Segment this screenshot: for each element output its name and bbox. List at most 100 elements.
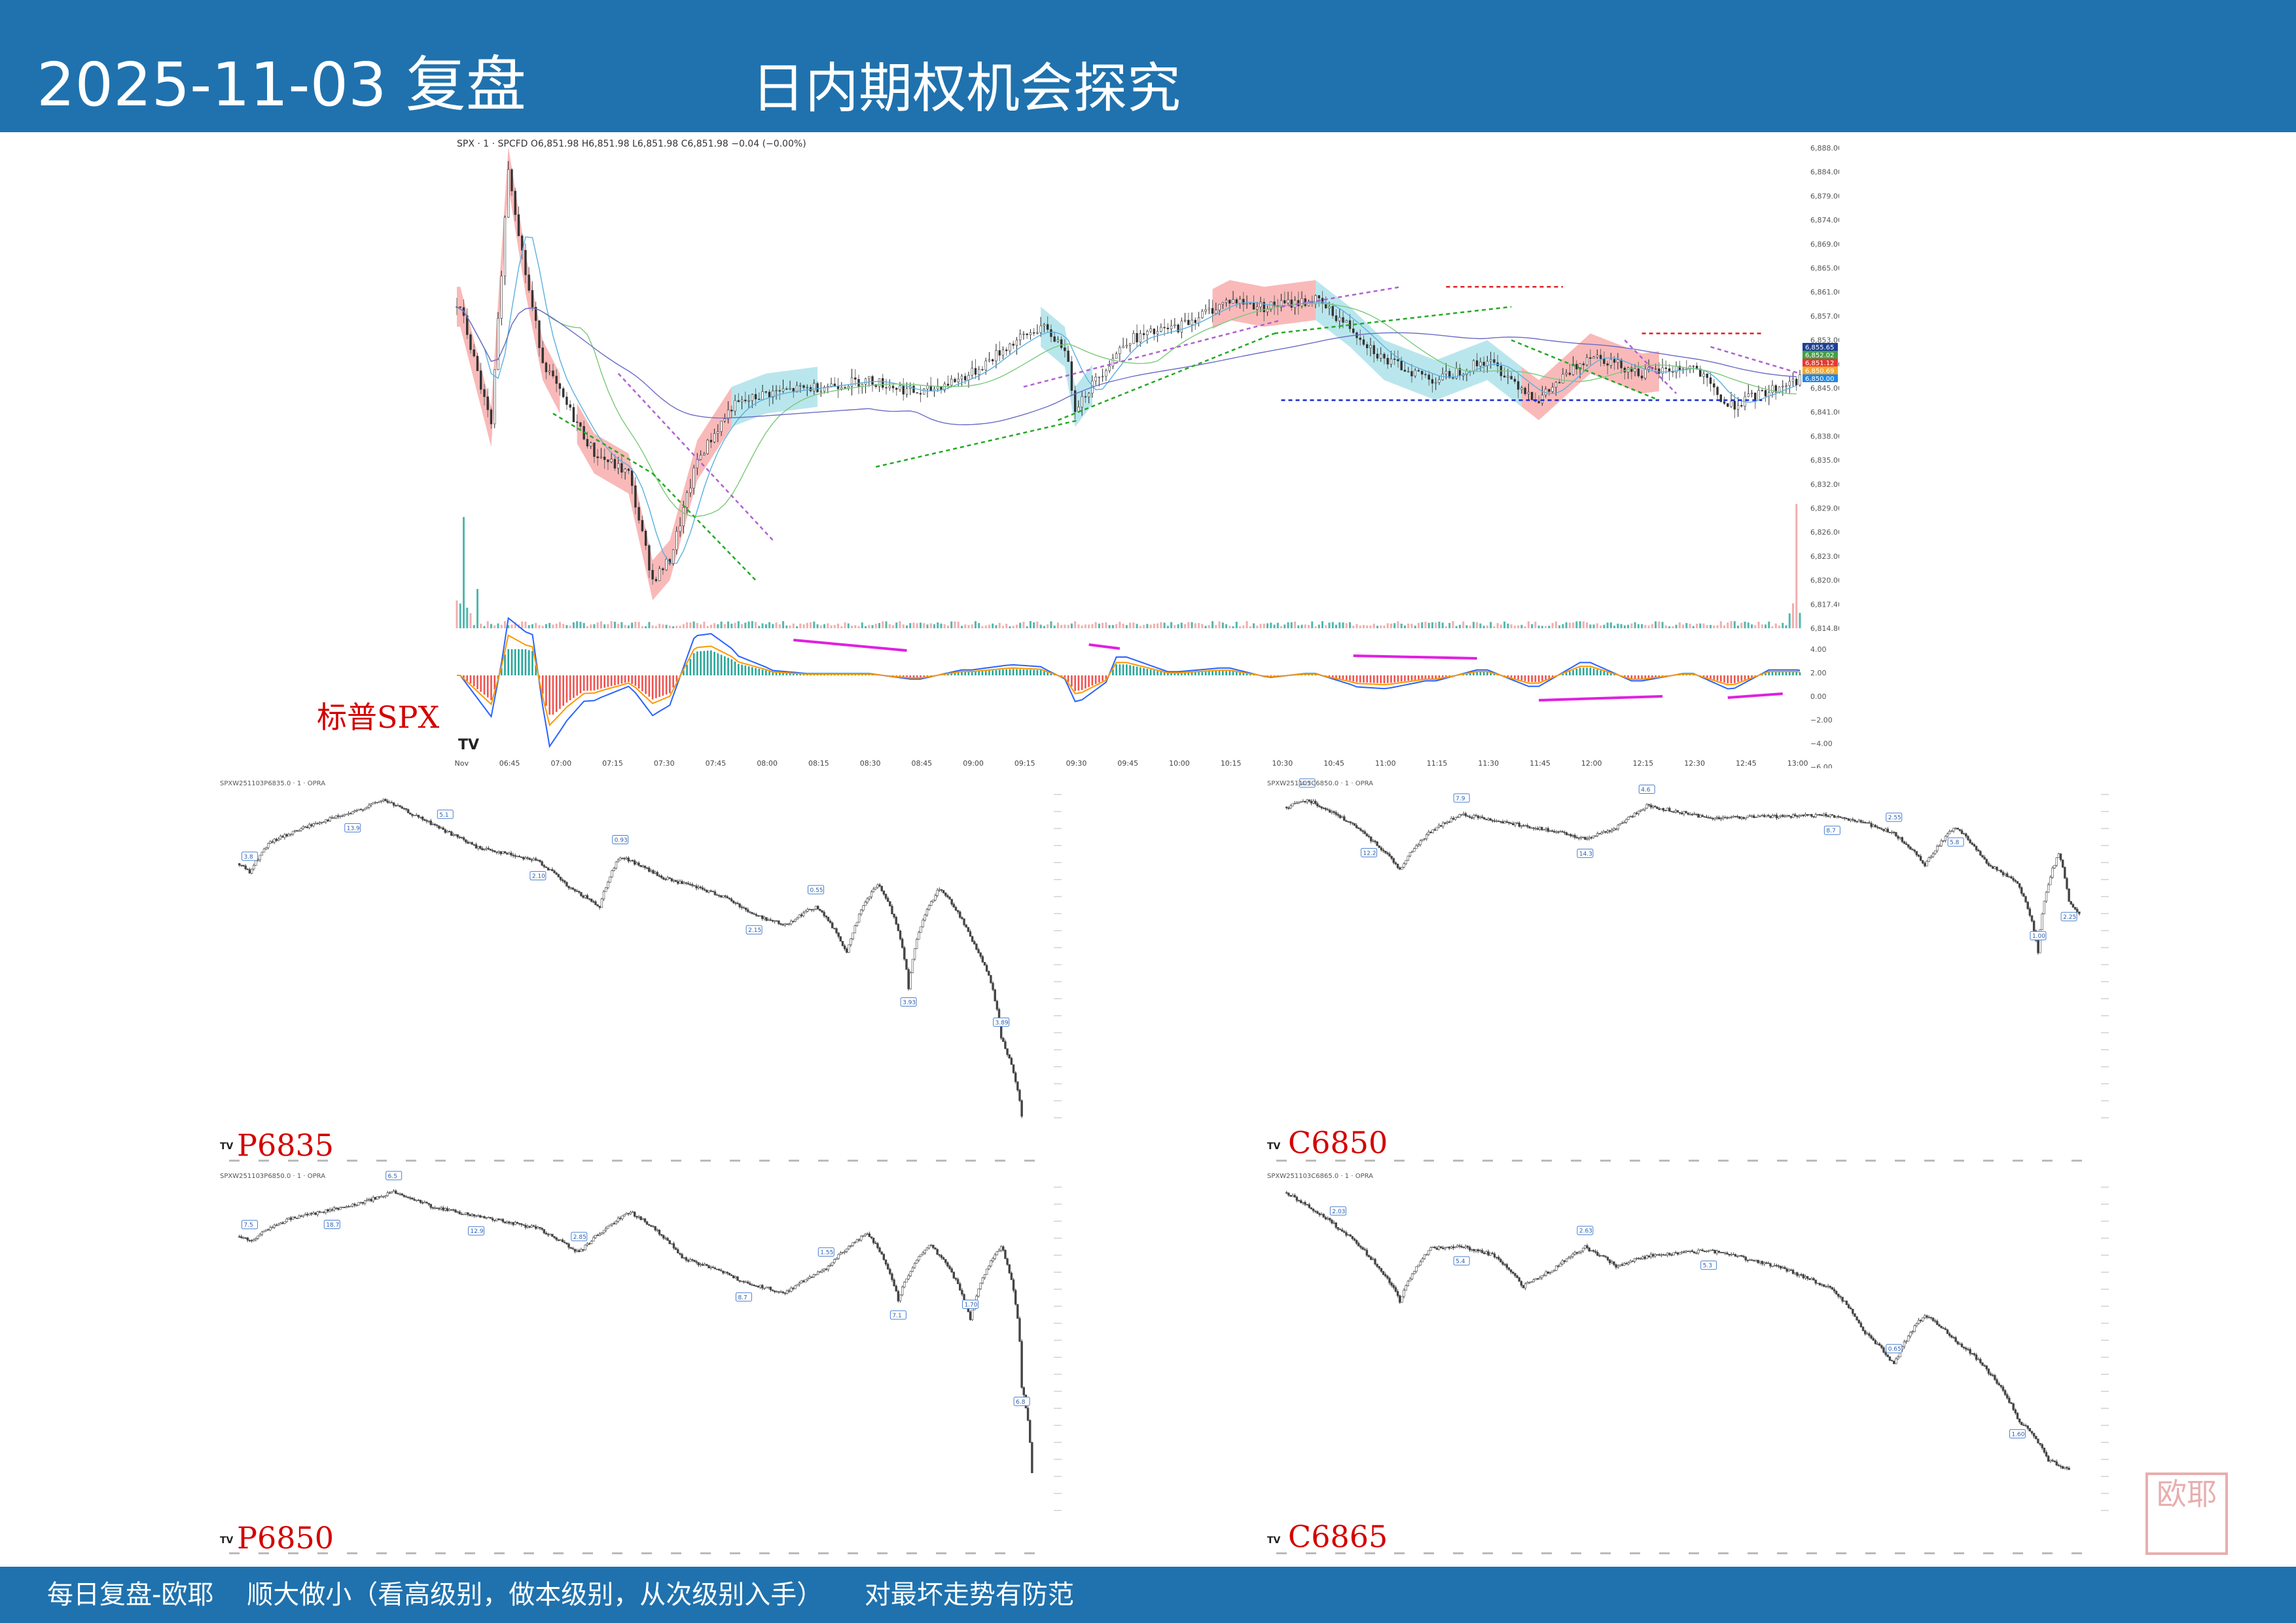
candle-body bbox=[942, 1257, 945, 1260]
candle-body bbox=[419, 1200, 422, 1203]
macd-histogram-bar bbox=[600, 675, 602, 689]
volume-bar bbox=[1215, 625, 1217, 628]
candle-body bbox=[648, 1224, 651, 1226]
candle-body bbox=[1489, 359, 1492, 362]
candle-body bbox=[895, 1285, 897, 1292]
volume-bar bbox=[1153, 624, 1155, 628]
candle-body bbox=[825, 1268, 827, 1270]
macd-histogram-bar bbox=[1414, 675, 1416, 680]
candle-body bbox=[1706, 373, 1709, 378]
macd-histogram-bar bbox=[909, 675, 912, 678]
volume-bar bbox=[610, 621, 613, 628]
time-axis-tick bbox=[406, 1552, 416, 1554]
candle-body bbox=[1681, 812, 1683, 815]
candle-body bbox=[1020, 1341, 1023, 1388]
candle-body bbox=[800, 1280, 803, 1284]
candle-body bbox=[1026, 1408, 1030, 1421]
candle-body bbox=[1950, 830, 1953, 832]
candle-body bbox=[1759, 1260, 1761, 1263]
time-axis-tick bbox=[347, 1160, 357, 1162]
candle-body bbox=[565, 882, 568, 887]
candle-body bbox=[296, 1217, 298, 1219]
time-axis-tick bbox=[259, 1160, 269, 1162]
candle-body bbox=[833, 927, 836, 929]
swing-label-box bbox=[571, 1232, 588, 1241]
candle-body bbox=[596, 1235, 599, 1236]
candle-body bbox=[1600, 1255, 1603, 1257]
volume-bar bbox=[1407, 623, 1410, 628]
candle-body bbox=[1849, 819, 1852, 821]
candle-body bbox=[1759, 815, 1761, 817]
volume-bar bbox=[1177, 624, 1179, 628]
candle-body bbox=[1050, 329, 1052, 337]
candle-body bbox=[816, 906, 819, 910]
candle-body bbox=[2045, 1452, 2048, 1457]
candle-body bbox=[755, 1285, 758, 1287]
macd-histogram-bar bbox=[1345, 675, 1348, 681]
candle-body bbox=[825, 916, 827, 918]
volume-bar bbox=[1441, 622, 1444, 628]
candle-body bbox=[1924, 1315, 1926, 1318]
time-axis-tick bbox=[818, 1160, 829, 1162]
candle-body bbox=[730, 410, 733, 412]
candle-body bbox=[1442, 1247, 1444, 1249]
macd-histogram-bar bbox=[1761, 674, 1763, 675]
candle-body bbox=[1318, 806, 1321, 808]
candle-body bbox=[1971, 842, 1973, 845]
candle-body bbox=[1831, 1287, 1834, 1290]
candle-body bbox=[1785, 815, 1788, 817]
candle-body bbox=[899, 385, 901, 390]
candle-body bbox=[1259, 302, 1262, 308]
candle-body bbox=[1695, 1253, 1698, 1254]
macd-histogram-bar bbox=[727, 658, 729, 675]
macd-histogram-bar bbox=[1149, 669, 1152, 675]
macd-histogram-bar bbox=[1644, 675, 1647, 679]
candle-body bbox=[541, 348, 544, 363]
candle-body bbox=[615, 861, 618, 869]
candle-body bbox=[580, 1249, 583, 1252]
candle-body bbox=[1755, 1260, 1757, 1262]
volume-bar bbox=[1799, 613, 1801, 628]
candle-body bbox=[596, 904, 599, 906]
candle-body bbox=[1146, 330, 1149, 335]
candle-body bbox=[675, 531, 678, 550]
candle-body bbox=[1380, 847, 1383, 851]
macd-histogram-bar bbox=[1404, 675, 1406, 681]
candle-body bbox=[549, 1234, 552, 1236]
candle-body bbox=[1541, 1275, 1543, 1278]
candle-body bbox=[349, 1205, 352, 1207]
time-axis-tick bbox=[2042, 1160, 2053, 1162]
macd-histogram-bar bbox=[744, 665, 747, 675]
candle-body bbox=[433, 1207, 437, 1209]
macd-histogram-bar bbox=[1012, 669, 1014, 675]
candle-body bbox=[1342, 317, 1344, 323]
candle-body bbox=[963, 918, 965, 925]
volume-bar bbox=[871, 625, 874, 628]
volume-bar bbox=[706, 626, 709, 628]
candle-body bbox=[1285, 1192, 1288, 1194]
candle-body bbox=[452, 1209, 455, 1211]
candle-body bbox=[994, 990, 996, 1002]
volume-bar bbox=[888, 624, 891, 628]
green-dash-trendline bbox=[875, 419, 1079, 468]
candle-body bbox=[2057, 853, 2060, 858]
candle-body bbox=[658, 568, 661, 581]
candle-body bbox=[1366, 344, 1369, 348]
candle-body bbox=[925, 1247, 929, 1251]
candle-body bbox=[844, 387, 846, 389]
candle-body bbox=[1340, 1229, 1344, 1232]
candle-body bbox=[388, 1192, 391, 1194]
price-tick-label: 6,865.00 bbox=[1810, 264, 1839, 273]
candle-body bbox=[592, 1237, 595, 1241]
volume-bar bbox=[1723, 625, 1726, 628]
candle-body bbox=[1530, 1281, 1533, 1283]
candle-body bbox=[1475, 1249, 1477, 1251]
candle-body bbox=[493, 850, 496, 852]
volume-bar bbox=[1105, 622, 1107, 628]
candle-body bbox=[761, 1285, 764, 1289]
candle-body bbox=[1917, 1319, 1920, 1324]
candle-body bbox=[1524, 1283, 1527, 1289]
candle-body bbox=[264, 847, 268, 849]
candle-body bbox=[514, 1222, 516, 1225]
candle-body bbox=[1187, 319, 1190, 325]
